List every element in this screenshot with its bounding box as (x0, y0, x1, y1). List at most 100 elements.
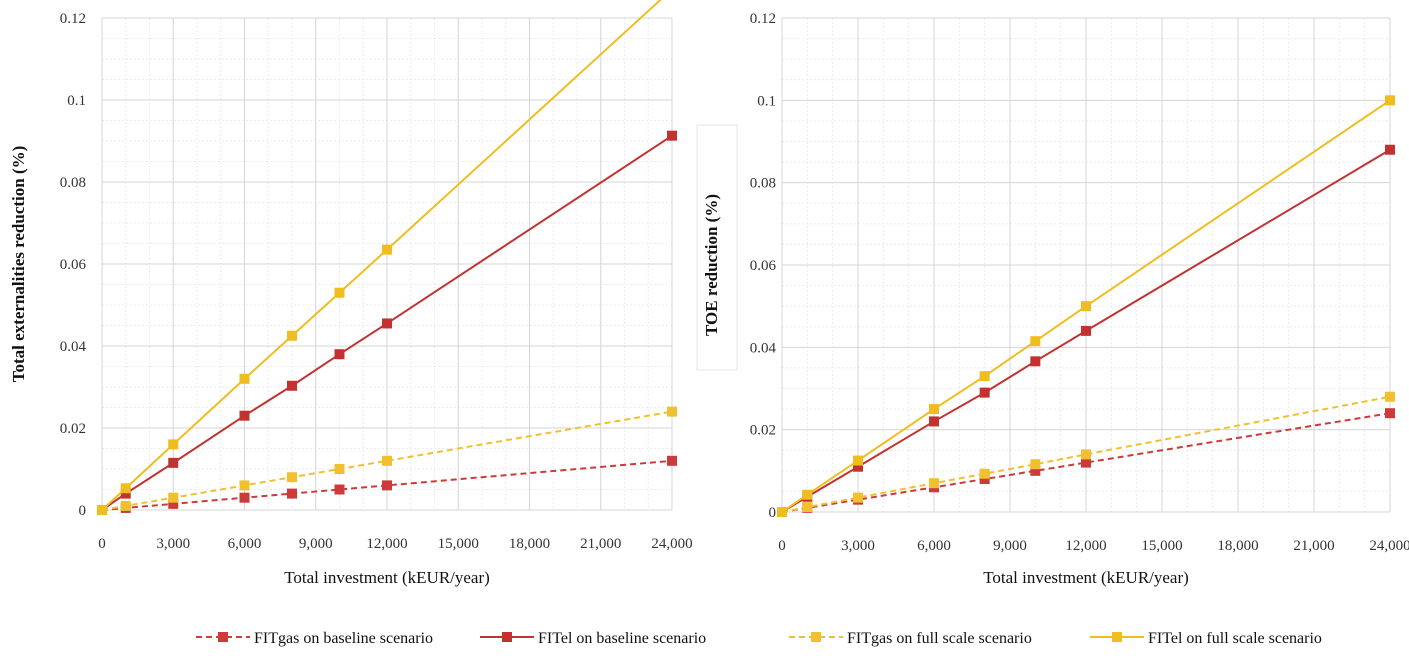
data-point-marker (334, 484, 345, 495)
x-tick-label: 21,000 (1293, 538, 1334, 554)
data-point-marker (239, 492, 250, 503)
data-point-marker (120, 500, 131, 511)
x-tick-label: 6,000 (917, 538, 951, 554)
data-point-marker (929, 416, 939, 427)
data-point-marker (334, 287, 345, 298)
data-point-marker (120, 483, 131, 494)
chart-legend: FITgas on baseline scenario FITel on base… (196, 630, 1322, 647)
y-axis-title: Total externalities reduction (%) (9, 146, 28, 383)
data-point-marker (168, 457, 179, 468)
data-point-marker (802, 502, 813, 513)
data-point-marker (168, 439, 179, 450)
series-line (101, 410, 673, 511)
x-tick-label: 6,000 (228, 536, 262, 552)
x-tick-label: 12,000 (366, 536, 407, 552)
data-point-marker (802, 489, 813, 500)
series-line (781, 148, 1391, 513)
data-point-marker (287, 380, 297, 391)
data-point-marker (1385, 95, 1395, 106)
series-3 (777, 95, 1395, 517)
legend-item: FITgas on full scale scenario (789, 630, 1032, 647)
data-point-marker (853, 492, 863, 503)
legend-marker-swatch (1112, 632, 1122, 642)
data-point-marker (1081, 301, 1091, 312)
series-line (781, 412, 1391, 513)
legend-item: FITel on full scale scenario (1090, 630, 1322, 647)
data-point-marker (1081, 457, 1091, 468)
gridlines (781, 17, 1391, 513)
x-tick-label: 21,000 (580, 536, 621, 552)
data-point-marker (334, 464, 345, 474)
data-point-marker (287, 472, 297, 483)
data-point-marker (287, 330, 297, 341)
legend-item: FITel on baseline scenario (480, 630, 706, 647)
x-tick-label: 24,000 (651, 536, 692, 552)
data-point-marker (287, 488, 297, 499)
x-tick-label: 9,000 (993, 538, 1027, 554)
data-point-marker (1385, 391, 1395, 402)
ylabel-box (696, 124, 738, 371)
data-point-marker (97, 505, 107, 515)
x-tick-label: 9,000 (299, 536, 333, 552)
data-point-marker (1385, 408, 1395, 419)
data-point-marker (382, 318, 392, 329)
y-tick-label: 0.08 (750, 176, 776, 192)
x-tick-label: 15,000 (1141, 538, 1182, 554)
data-point-marker (239, 480, 250, 491)
x-axis-title: Total investment (kEUR/year) (284, 568, 490, 587)
y-tick-label: 0.04 (750, 340, 777, 356)
data-point-marker (979, 371, 990, 382)
data-point-marker (1081, 325, 1091, 336)
legend-marker-swatch (502, 632, 512, 642)
y-tick-label: 0.06 (60, 257, 87, 273)
x-tick-label: 18,000 (1217, 538, 1258, 554)
data-point-marker (382, 244, 392, 255)
x-axis-title: Total investment (kEUR/year) (983, 568, 1189, 587)
x-tick-label: 3,000 (841, 538, 875, 554)
series-line (101, 134, 673, 511)
y-tick-label: 0.08 (60, 175, 86, 191)
legend-item: FITgas on baseline scenario (196, 630, 433, 647)
data-point-marker (239, 373, 250, 384)
y-tick-label: 0.02 (60, 421, 86, 437)
data-point-marker (929, 478, 939, 489)
legend-marker-swatch (218, 632, 228, 642)
data-point-marker (382, 480, 392, 491)
data-point-marker (382, 455, 392, 466)
x-tick-label: 24,000 (1369, 538, 1409, 554)
y-axis-title: TOE reduction (%) (702, 194, 721, 336)
data-point-marker (979, 474, 990, 485)
y-tick-label: 0 (79, 503, 87, 519)
data-point-marker (979, 387, 990, 398)
series-line (781, 395, 1391, 513)
data-point-marker (667, 455, 677, 466)
legend-marker-swatch (811, 632, 821, 642)
y-tick-label: 0.12 (60, 11, 86, 27)
data-point-marker (1030, 356, 1041, 367)
series-line (101, 0, 662, 511)
data-point-marker (979, 468, 990, 479)
x-tick-label: 0 (778, 538, 786, 554)
series-line (781, 99, 1391, 513)
data-point-marker (334, 349, 345, 360)
data-point-marker (853, 461, 863, 472)
data-point-marker (120, 488, 131, 499)
x-tick-label: 0 (98, 536, 106, 552)
y-tick-label: 0.06 (750, 258, 777, 274)
legend-label: FITgas on baseline scenario (254, 630, 433, 647)
data-point-marker (239, 410, 250, 421)
right-chart-panel: 0 3,000 6,000 9,000 12,000 15,000 18,000 21,000… (696, 11, 1409, 587)
gridlines (101, 17, 673, 511)
data-point-marker (168, 498, 179, 509)
x-tick-label: 15,000 (438, 536, 479, 552)
y-tick-label: 0.1 (67, 93, 86, 109)
x-tick-label: 18,000 (509, 536, 550, 552)
legend-label: FITel on baseline scenario (538, 630, 706, 647)
y-tick-label: 0.12 (750, 11, 776, 27)
series-3 (97, 0, 662, 515)
data-point-marker (168, 492, 179, 503)
series-line (101, 459, 673, 511)
left-chart-panel: 0 3,000 6,000 9,000 12,000 15,000 18,000 21,000… (9, 0, 693, 587)
data-point-marker (1030, 336, 1041, 347)
